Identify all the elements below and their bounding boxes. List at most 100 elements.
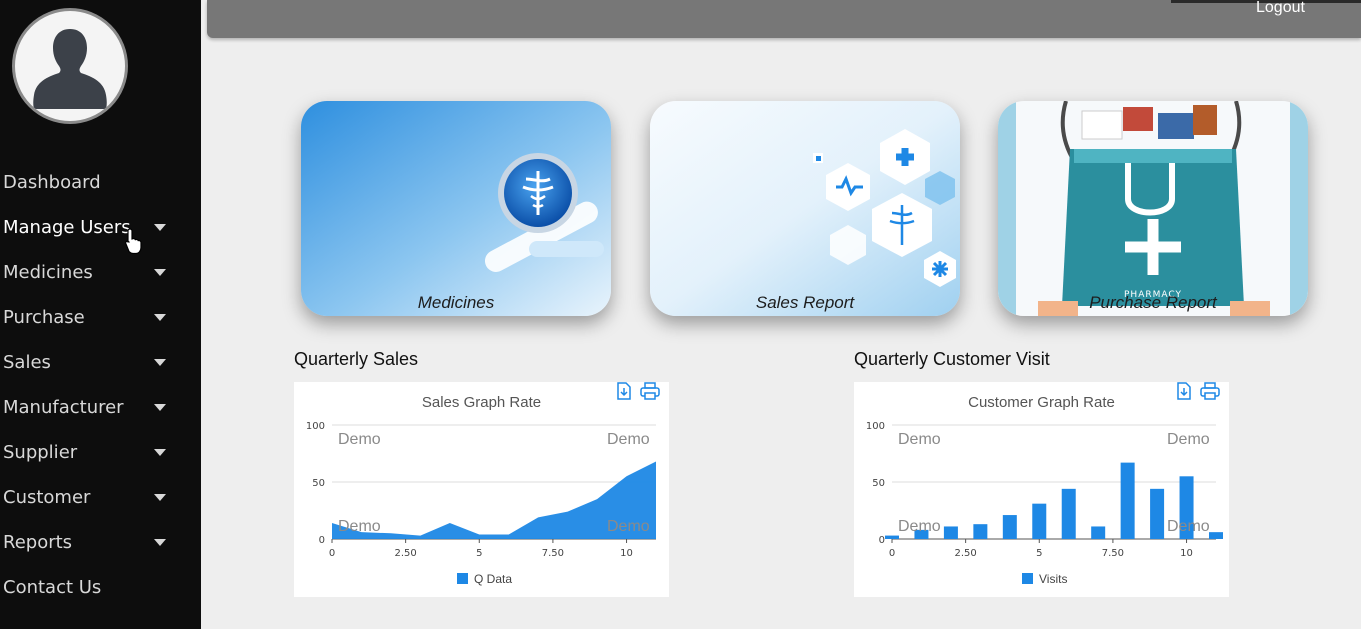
logout-link[interactable]: Logout: [1256, 0, 1305, 16]
legend-label: Visits: [1039, 572, 1068, 586]
bar: [1209, 532, 1223, 539]
user-silhouette-icon: [17, 13, 123, 119]
caret-down-icon[interactable]: [154, 494, 166, 501]
sidebar-item-label: Customer: [3, 487, 91, 508]
sales-report-card[interactable]: Sales Report: [650, 101, 960, 316]
sidebar-item-label: Dashboard: [3, 172, 101, 193]
visits-chart: Customer Graph Rate 0 50 100 0 2.50 5 7.50 10 D…: [854, 382, 1229, 597]
watermark-text: Demo: [338, 518, 381, 535]
chart-title: Customer Graph Rate: [968, 394, 1115, 411]
quarterly-sales-title: Quarterly Sales: [294, 349, 419, 369]
avatar[interactable]: [12, 8, 128, 124]
sidebar-item-manufacturer[interactable]: Manufacturer: [0, 393, 201, 423]
bar: [1002, 515, 1017, 539]
y-tick-label: 0: [319, 535, 325, 546]
sales-plot-area: 0 50 100 0 2.50 5 7.50 10: [306, 421, 657, 559]
print-icon[interactable]: [640, 382, 660, 400]
hand-pointer-icon: [125, 228, 142, 254]
watermark-text: Demo: [338, 431, 381, 448]
sidebar-item-purchase[interactable]: Purchase: [0, 303, 201, 333]
watermark-text: Demo: [607, 518, 650, 535]
quarterly-visit-title: Quarterly Customer Visit: [854, 349, 1050, 369]
y-tick-label: 100: [306, 421, 325, 432]
x-tick-label: 0: [889, 548, 895, 559]
medicines-card[interactable]: Medicines: [301, 101, 611, 316]
sidebar-item-reports[interactable]: Reports: [0, 528, 201, 558]
bar: [885, 535, 899, 539]
sidebar-item-customer[interactable]: Customer: [0, 483, 201, 513]
legend-swatch: [1022, 573, 1033, 584]
chart-title: Sales Graph Rate: [421, 394, 542, 411]
x-tick-label: 0: [329, 548, 335, 559]
x-tick-label: 7.50: [1102, 548, 1124, 559]
sidebar-item-supplier[interactable]: Supplier: [0, 438, 201, 468]
pharmacy-bag-icon: PHARMACY: [998, 101, 1308, 316]
sidebar-item-contact-us[interactable]: Contact Us: [0, 573, 201, 603]
sidebar-item-label: Purchase: [3, 307, 85, 328]
bar: [914, 529, 929, 539]
x-tick-label: 5: [1036, 548, 1042, 559]
x-tick-label: 5: [476, 548, 482, 559]
caduceus-icon: [301, 101, 611, 316]
y-tick-label: 100: [866, 421, 885, 432]
top-bar: Logout: [207, 0, 1361, 38]
bar: [1032, 503, 1047, 539]
sidebar-item-dashboard[interactable]: Dashboard: [0, 168, 201, 198]
bar: [1179, 476, 1194, 539]
bar: [1061, 488, 1076, 539]
x-tick-label: 7.50: [542, 548, 564, 559]
watermark-text: Demo: [898, 518, 941, 535]
series-area: [332, 461, 656, 539]
caret-down-icon[interactable]: [154, 314, 166, 321]
sidebar: Dashboard Manage Users Medicines Purchase Sa…: [0, 0, 201, 629]
sales-chart: Sales Graph Rate 0 50 100 0 2.50 5 7.50 10 Demo…: [294, 382, 669, 597]
sidebar-item-label: Contact Us: [3, 577, 102, 598]
chart-legend[interactable]: Q Data: [457, 572, 512, 586]
bar: [1150, 488, 1165, 539]
caret-down-icon[interactable]: [154, 404, 166, 411]
sidebar-item-medicines[interactable]: Medicines: [0, 258, 201, 288]
visits-plot-area: 0 50 100 0 2.50 5 7.50 10: [866, 421, 1223, 559]
svg-text:PHARMACY: PHARMACY: [1124, 290, 1182, 300]
sidebar-item-manage-users[interactable]: Manage Users: [0, 213, 201, 243]
top-bar-strip: [1171, 0, 1361, 3]
y-tick-label: 50: [312, 478, 325, 489]
y-tick-label: 50: [872, 478, 885, 489]
watermark-text: Demo: [1167, 431, 1210, 448]
caret-down-icon[interactable]: [154, 269, 166, 276]
bar: [1120, 462, 1135, 539]
caret-down-icon[interactable]: [154, 224, 166, 231]
sidebar-item-label: Manage Users: [3, 217, 131, 238]
x-tick-label: 2.50: [395, 548, 417, 559]
caret-down-icon[interactable]: [154, 359, 166, 366]
bar: [943, 526, 958, 539]
watermark-text: Demo: [1167, 518, 1210, 535]
sidebar-item-label: Medicines: [3, 262, 93, 283]
caret-down-icon[interactable]: [154, 539, 166, 546]
bar: [1091, 526, 1106, 539]
print-icon[interactable]: [1200, 382, 1220, 400]
legend-label: Q Data: [474, 572, 513, 586]
medicines-card-caption: Medicines: [417, 293, 495, 312]
legend-swatch: [457, 573, 468, 584]
health-hexagon-icon: [650, 101, 960, 316]
sidebar-item-sales[interactable]: Sales: [0, 348, 201, 378]
x-tick-label: 2.50: [955, 548, 977, 559]
sidebar-item-label: Reports: [3, 532, 73, 553]
sidebar-item-label: Sales: [3, 352, 51, 373]
sales-report-card-caption: Sales Report: [755, 293, 855, 312]
y-tick-label: 0: [879, 535, 885, 546]
sidebar-item-label: Manufacturer: [3, 397, 124, 418]
chart-legend[interactable]: Visits: [1022, 572, 1067, 586]
bar: [973, 524, 988, 539]
sidebar-item-label: Supplier: [3, 442, 78, 463]
x-tick-label: 10: [620, 548, 633, 559]
watermark-text: Demo: [607, 431, 650, 448]
download-icon[interactable]: [1176, 382, 1192, 400]
caret-down-icon[interactable]: [154, 449, 166, 456]
x-tick-label: 10: [1180, 548, 1193, 559]
download-icon[interactable]: [616, 382, 632, 400]
watermark-text: Demo: [898, 431, 941, 448]
purchase-report-card[interactable]: PHARMACY Purchase Report: [998, 101, 1308, 316]
purchase-report-card-caption: Purchase Report: [1089, 293, 1217, 312]
